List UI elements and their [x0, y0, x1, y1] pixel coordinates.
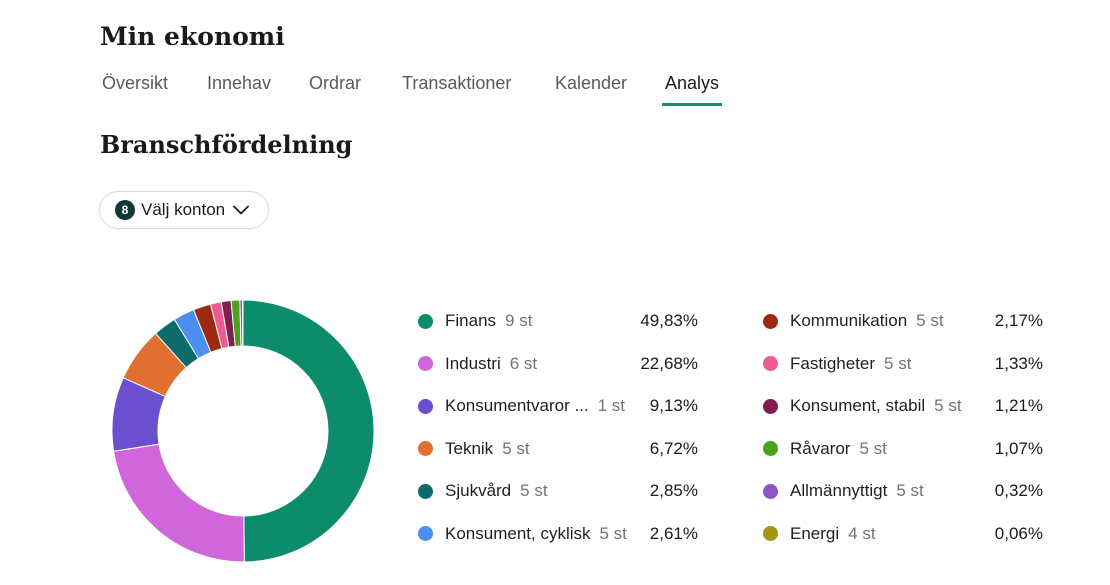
legend-item[interactable]: Råvaror 5 st 1,07%: [763, 437, 1043, 461]
legend-percent: 22,68%: [640, 353, 698, 373]
legend-dot-icon: [763, 356, 778, 371]
legend-dot-icon: [418, 526, 433, 541]
legend-count: 1 st: [597, 396, 626, 415]
tab-analys[interactable]: Analys: [662, 66, 723, 106]
section-title: Branschfördelning: [100, 130, 353, 159]
legend-name: Allmännyttigt: [790, 481, 888, 500]
legend-percent: 0,06%: [994, 523, 1043, 543]
legend-count: 5 st: [916, 311, 944, 330]
legend-percent: 1,21%: [994, 396, 1043, 415]
tab-kalender[interactable]: Kalender: [555, 73, 628, 93]
legend-dot-icon: [418, 441, 433, 456]
legend-name: Teknik: [445, 438, 494, 458]
legend-count: 5 st: [884, 353, 912, 373]
legend-item[interactable]: Allmännyttigt 5 st 0,32%: [763, 479, 1043, 503]
legend-count: 4 st: [848, 523, 876, 543]
legend-count: 6 st: [509, 353, 538, 373]
legend-percent: 1,33%: [994, 353, 1043, 373]
page-title: Min ekonomi: [100, 22, 285, 51]
legend-item[interactable]: Kommunikation 5 st 2,17%: [763, 309, 1043, 333]
legend-item[interactable]: Finans 9 st 49,83%: [418, 309, 698, 333]
legend-count: 5 st: [896, 481, 924, 500]
legend-item[interactable]: Konsumentvaror ... 1 st 9,13%: [418, 394, 698, 418]
legend-percent: 2,17%: [994, 311, 1043, 330]
legend-dot-icon: [418, 356, 433, 371]
legend-percent: 0,32%: [994, 481, 1043, 500]
account-count-badge: 8: [115, 200, 135, 220]
tab-bar: Översikt Innehav Ordrar Transaktioner Ka…: [100, 66, 800, 110]
legend-name: Energi: [790, 523, 840, 543]
chevron-down-icon: [233, 205, 250, 215]
legend-percent: 6,72%: [649, 438, 698, 458]
legend-percent: 1,07%: [994, 438, 1043, 458]
donut-slice-1[interactable]: [113, 443, 245, 563]
legend-item[interactable]: Konsument, stabil 5 st 1,21%: [763, 394, 1043, 418]
legend-dot-icon: [418, 313, 433, 329]
tab-oversikt[interactable]: Översikt: [102, 73, 169, 93]
legend-item[interactable]: Konsument, cyklisk 5 st 2,61%: [418, 522, 698, 546]
legend-dot-icon: [763, 313, 778, 329]
legend-item[interactable]: Teknik 5 st 6,72%: [418, 437, 698, 461]
legend-name: Finans: [445, 311, 497, 330]
legend-dot-icon: [763, 441, 778, 456]
legend-percent: 2,85%: [649, 481, 698, 500]
legend-dot-icon: [763, 483, 778, 499]
legend-name: Industri: [445, 353, 501, 373]
legend-count: 5 st: [520, 481, 548, 500]
legend-count: 5 st: [502, 438, 530, 458]
legend-name: Kommunikation: [790, 311, 908, 330]
account-picker-label: Välj konton: [141, 200, 226, 219]
legend-item[interactable]: Sjukvård 5 st 2,85%: [418, 479, 698, 503]
legend-count: 5 st: [599, 523, 627, 543]
legend-item[interactable]: Energi 4 st 0,06%: [763, 522, 1043, 546]
legend-name: Konsument, stabil: [790, 396, 926, 415]
legend-item[interactable]: Industri 6 st 22,68%: [418, 352, 698, 376]
legend-name: Sjukvård: [445, 481, 512, 500]
tab-innehav[interactable]: Innehav: [207, 73, 272, 93]
legend-item[interactable]: Fastigheter 5 st 1,33%: [763, 352, 1043, 376]
account-picker-button[interactable]: 8 Välj konton: [99, 191, 269, 229]
legend-name: Fastigheter: [790, 353, 876, 373]
legend-dot-icon: [763, 398, 778, 414]
tab-transaktioner[interactable]: Transaktioner: [402, 73, 512, 93]
legend-count: 5 st: [859, 438, 887, 458]
legend-percent: 2,61%: [649, 523, 698, 543]
legend-dot-icon: [763, 526, 778, 541]
legend-percent: 49,83%: [640, 311, 698, 330]
legend-dot-icon: [418, 483, 433, 499]
legend-dot-icon: [418, 398, 433, 414]
legend-name: Råvaror: [790, 438, 851, 458]
legend-name: Konsumentvaror ...: [445, 396, 589, 415]
legend-count: 5 st: [934, 396, 962, 415]
legend-percent: 9,13%: [649, 396, 698, 415]
legend-count: 9 st: [505, 311, 533, 330]
legend-name: Konsument, cyklisk: [445, 523, 591, 543]
tab-ordrar[interactable]: Ordrar: [309, 73, 362, 93]
sector-donut-chart: [111, 299, 375, 563]
donut-slice-0[interactable]: [242, 299, 375, 563]
